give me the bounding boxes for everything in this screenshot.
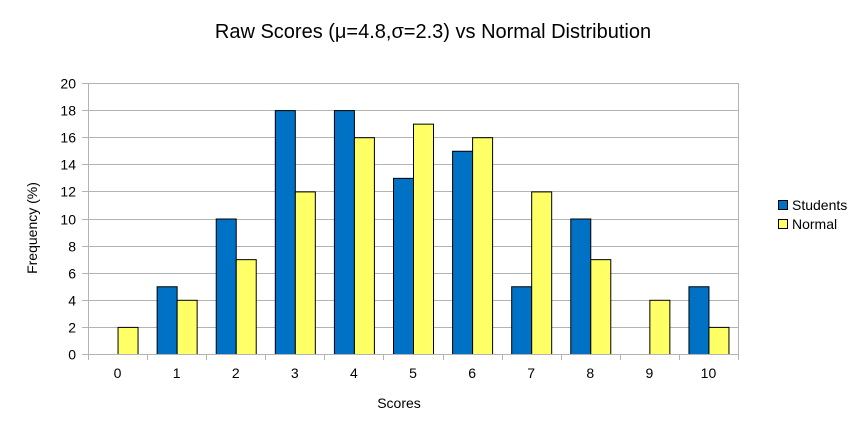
legend: Students Normal — [778, 197, 847, 232]
x-tick-label: 3 — [291, 365, 299, 381]
bar-normal-2 — [235, 259, 257, 355]
chart-title: Raw Scores (μ=4.8,σ=2.3) vs Normal Distr… — [215, 21, 651, 43]
bar-normal-5 — [413, 123, 434, 356]
legend-swatch-normal — [778, 219, 788, 229]
legend-label-students: Students — [792, 197, 847, 213]
bar-students-4 — [333, 110, 355, 355]
x-tick-label: 1 — [173, 365, 181, 381]
legend-swatch-students — [778, 200, 788, 210]
y-axis-label: Frequency (%) — [24, 182, 40, 274]
bar-normal-0 — [117, 326, 139, 355]
y-tick-label: 0 — [68, 347, 76, 363]
x-tick-label: 0 — [114, 365, 122, 381]
legend-label-normal: Normal — [792, 216, 837, 232]
x-tick-label: 6 — [468, 365, 476, 381]
bar-students-8 — [570, 218, 592, 355]
bar-students-2 — [215, 218, 237, 355]
bar-normal-3 — [294, 191, 316, 355]
bar-students-10 — [688, 286, 710, 355]
bar-students-5 — [393, 177, 414, 355]
y-tick-label: 20 — [60, 76, 76, 92]
y-tick-label: 16 — [60, 130, 76, 146]
x-tick-label: 10 — [701, 365, 717, 381]
bar-students-7 — [511, 286, 533, 355]
x-tick-label: 2 — [232, 365, 240, 381]
bar-normal-9 — [649, 299, 671, 355]
bar-normal-7 — [531, 191, 553, 355]
bar-normal-10 — [708, 326, 730, 355]
y-tick-label: 14 — [60, 157, 76, 173]
x-tick-label: 9 — [645, 365, 653, 381]
bar-students-1 — [156, 286, 178, 355]
bar-students-6 — [452, 150, 474, 355]
x-tick-label: 8 — [586, 365, 594, 381]
bar-normal-1 — [176, 299, 198, 355]
y-tick-label: 6 — [68, 266, 76, 282]
y-tick-label: 4 — [68, 293, 76, 309]
y-tick-label: 8 — [68, 239, 76, 255]
bar-normal-6 — [472, 137, 494, 355]
x-tick-label: 4 — [350, 365, 358, 381]
x-tick-label: 7 — [527, 365, 535, 381]
axes — [82, 83, 739, 360]
y-tick-label: 12 — [60, 184, 76, 200]
y-tick-label: 18 — [60, 103, 76, 119]
bar-normal-4 — [353, 137, 375, 355]
x-tick-label: 5 — [409, 365, 417, 381]
bar-normal-8 — [590, 259, 612, 355]
x-axis-label: Scores — [377, 395, 421, 411]
y-tick-label: 2 — [68, 320, 76, 336]
y-tick-label: 10 — [60, 212, 76, 228]
bar-students-3 — [274, 110, 296, 355]
bars — [117, 110, 730, 356]
